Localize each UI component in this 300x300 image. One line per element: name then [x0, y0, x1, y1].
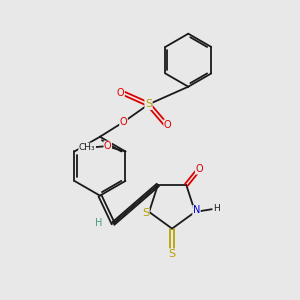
Text: O: O: [195, 164, 203, 174]
Text: CH₃: CH₃: [79, 143, 95, 152]
Text: S: S: [142, 208, 149, 218]
Text: H: H: [95, 218, 103, 228]
Text: N: N: [193, 206, 200, 215]
Text: O: O: [117, 88, 124, 98]
Text: H: H: [213, 205, 220, 214]
Text: S: S: [169, 249, 176, 259]
Text: O: O: [164, 120, 172, 130]
Text: S: S: [145, 99, 152, 110]
Text: O: O: [104, 141, 112, 151]
Text: O: O: [120, 117, 127, 127]
